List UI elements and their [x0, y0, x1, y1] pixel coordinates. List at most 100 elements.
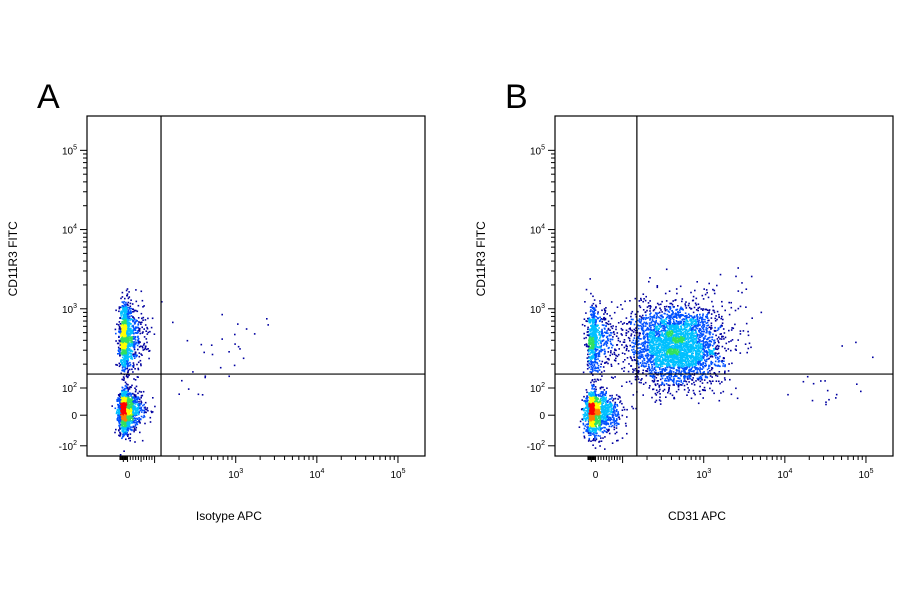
event-dot	[599, 445, 601, 447]
event-dot	[136, 401, 138, 404]
event-dot	[599, 402, 602, 405]
event-dot	[626, 432, 628, 435]
event-dot	[601, 407, 603, 409]
event-dot	[607, 413, 610, 416]
event-dot	[132, 409, 135, 411]
event-dot	[661, 372, 664, 374]
event-dot	[122, 369, 124, 371]
event-dot	[130, 416, 133, 419]
event-dot	[130, 408, 132, 410]
event-dot	[130, 349, 133, 352]
event-dot	[599, 435, 601, 437]
event-dot	[128, 393, 131, 396]
event-dot	[124, 400, 126, 402]
event-dot	[601, 431, 604, 433]
event-dot	[128, 413, 130, 415]
event-dot	[590, 400, 593, 403]
event-dot	[684, 349, 687, 351]
event-dot	[588, 406, 590, 409]
event-dot	[126, 362, 128, 365]
event-dot	[129, 399, 131, 401]
event-dot	[118, 328, 121, 330]
event-dot	[594, 439, 597, 442]
event-dot	[121, 430, 123, 432]
event-dot	[605, 404, 607, 406]
event-dot	[125, 392, 128, 394]
event-dot	[604, 406, 606, 409]
event-dot	[125, 361, 128, 364]
event-dot	[610, 301, 613, 303]
event-dot	[585, 419, 587, 421]
event-dot	[130, 403, 132, 405]
event-dot	[129, 414, 131, 416]
event-dot	[140, 415, 143, 418]
event-dot	[115, 332, 117, 335]
event-dot	[127, 386, 129, 389]
event-dot	[584, 400, 587, 403]
event-dot	[119, 317, 122, 319]
event-dot	[615, 415, 617, 417]
event-dot	[129, 409, 131, 412]
event-dot	[130, 327, 132, 330]
event-dot	[123, 425, 125, 428]
event-dot	[134, 406, 137, 408]
event-dot	[585, 429, 588, 431]
event-dot	[130, 393, 133, 396]
event-dot	[601, 403, 603, 406]
event-dot	[117, 399, 119, 401]
event-dot	[680, 327, 683, 329]
event-dot	[141, 411, 143, 413]
event-dot	[141, 321, 143, 324]
event-dot	[129, 355, 131, 358]
event-dot	[119, 330, 122, 332]
event-dot	[595, 437, 598, 440]
event-dot	[123, 314, 126, 316]
event-dot	[140, 364, 142, 367]
event-dot	[127, 419, 129, 422]
event-dot	[122, 331, 125, 333]
event-dot	[599, 411, 602, 413]
event-dot	[591, 424, 594, 426]
event-dot	[121, 418, 124, 420]
event-dot	[123, 404, 125, 407]
event-dot	[593, 417, 596, 419]
event-dot	[585, 430, 587, 432]
event-dot	[134, 425, 137, 427]
event-dot	[704, 364, 706, 367]
event-dot	[614, 405, 616, 408]
event-dot	[125, 350, 127, 352]
event-dot	[122, 360, 125, 363]
event-dot	[617, 412, 619, 415]
event-dot	[602, 431, 605, 434]
event-dot	[122, 406, 124, 408]
event-dot	[583, 400, 585, 402]
event-dot	[120, 335, 122, 337]
event-dot	[122, 346, 125, 348]
event-dot	[119, 306, 122, 309]
event-dot	[142, 319, 144, 321]
event-dot	[119, 418, 122, 421]
event-dot	[642, 362, 644, 364]
event-dot	[582, 431, 585, 434]
event-dot	[127, 358, 129, 361]
event-dot	[601, 422, 603, 425]
event-dot	[587, 430, 590, 432]
event-dot	[147, 348, 149, 350]
event-dot	[123, 321, 125, 323]
event-dot	[723, 332, 726, 334]
event-dot	[133, 357, 136, 359]
event-dot	[634, 297, 637, 300]
event-dot	[625, 425, 627, 427]
event-dot	[126, 288, 129, 290]
event-dot	[124, 394, 126, 396]
event-dot	[603, 422, 605, 425]
event-dot	[123, 354, 125, 357]
event-dot	[133, 427, 136, 430]
event-dot	[589, 430, 591, 432]
event-dot	[119, 435, 121, 437]
event-dot	[127, 313, 129, 315]
event-dot	[132, 417, 135, 420]
event-dot	[673, 396, 675, 399]
event-dot	[603, 396, 605, 399]
event-dot	[141, 326, 143, 329]
